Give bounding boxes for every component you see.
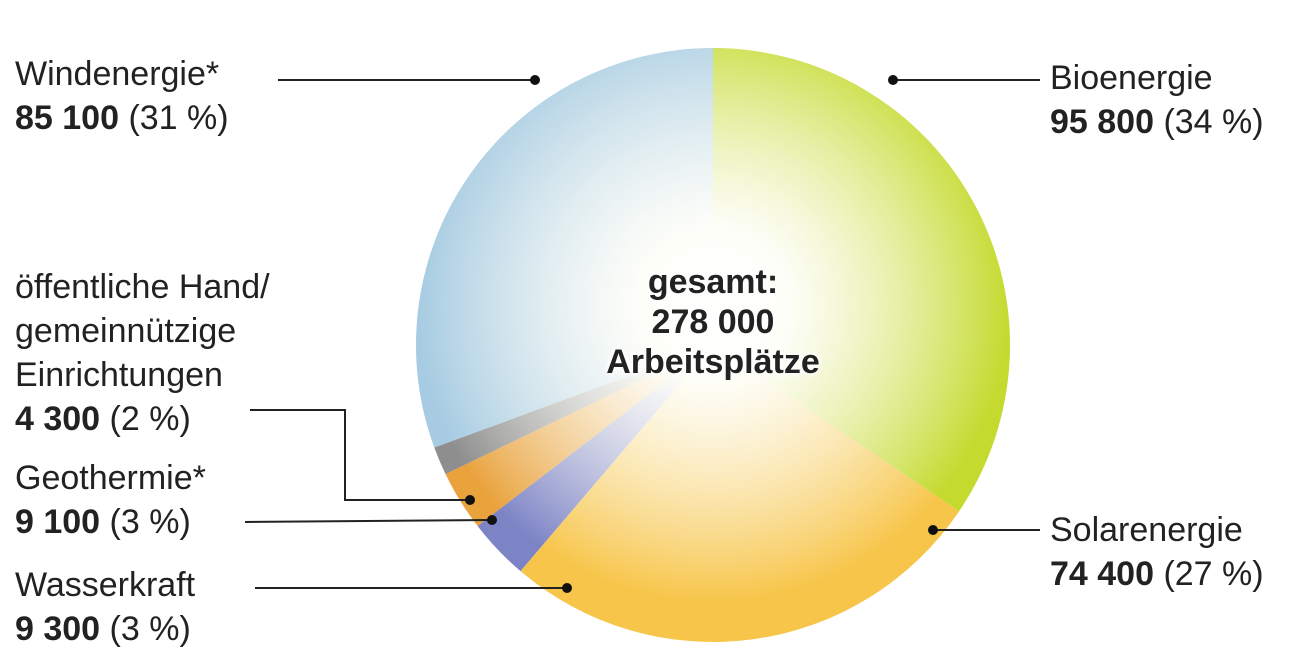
value-label: 85 100 [15, 99, 119, 137]
center-total: 278 000 [651, 303, 775, 341]
category-label: Geothermie* [15, 459, 206, 497]
leader-dot [530, 75, 540, 85]
percentage-label: (3 %) [109, 610, 191, 648]
center-text: gesamt: 278 000 Arbeitsplätze [513, 262, 913, 382]
category-label: Windenergie* [15, 55, 220, 93]
percentage-label: (2 %) [109, 400, 191, 438]
category-label: Wasserkraft [15, 566, 196, 604]
slice-label: öffentliche Hand/ gemeinnützige Einricht… [15, 265, 270, 441]
value-label: 4 300 [15, 400, 101, 438]
pie-slice [713, 48, 1010, 512]
percentage-label: (3 %) [109, 503, 191, 541]
slice-label: Windenergie* 85 100 (31 %) [15, 52, 229, 140]
pie-slice [416, 48, 713, 448]
pie-slice [434, 345, 713, 475]
leader-dot [487, 515, 497, 525]
pie-slice [477, 345, 713, 572]
value-label: 95 800 [1050, 103, 1154, 141]
leader-dot [888, 75, 898, 85]
percentage-label: (31 %) [128, 99, 229, 137]
leader-dot [465, 495, 475, 505]
leader-line [250, 409, 470, 501]
category-label: Bioenergie [1050, 59, 1213, 97]
percentage-label: (34 %) [1163, 103, 1264, 141]
leader-dot [562, 583, 572, 593]
category-label: öffentliche Hand/ gemeinnützige Einricht… [15, 268, 270, 394]
value-label: 9 100 [15, 503, 101, 541]
center-heading: gesamt: [647, 263, 779, 301]
slice-label: Solarenergie 74 400 (27 %) [1050, 508, 1264, 596]
category-label: Solarenergie [1050, 511, 1243, 549]
percentage-label: (27 %) [1163, 555, 1264, 593]
center-unit: Arbeitsplätze [606, 343, 820, 381]
slice-label: Wasserkraft 9 300 (3 %) [15, 563, 195, 651]
value-label: 9 300 [15, 610, 101, 648]
slice-label: Bioenergie 95 800 (34 %) [1050, 56, 1264, 144]
slice-label: Geothermie* 9 100 (3 %) [15, 456, 206, 544]
pie-slice [520, 345, 960, 642]
value-label: 74 400 [1050, 555, 1154, 593]
leader-line [244, 519, 493, 523]
leader-dot [928, 525, 938, 535]
pie-slice [445, 345, 713, 527]
